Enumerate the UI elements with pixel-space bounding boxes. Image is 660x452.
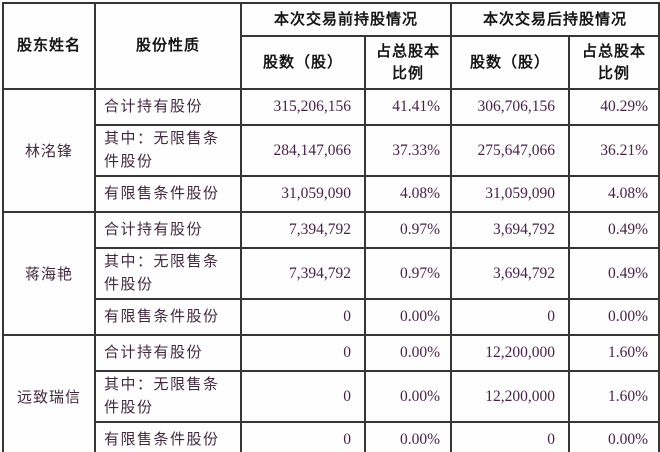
shares-after-cell: 0 [450,298,571,336]
shares-before-cell: 7,394,792 [240,247,366,300]
ratio-before-cell: 0.97% [363,211,453,249]
shares-after-cell: 306,706,156 [450,88,571,126]
ratio-before-cell: 4.08% [363,175,453,213]
ratio-before-cell: 0.97% [363,247,453,300]
ratio-after-cell: 36.21% [568,124,660,177]
ratio-after-cell: 0.49% [568,211,660,249]
shares-after-cell: 12,200,000 [450,334,571,372]
table-row: 其中：无限售条件股份 0 0.00% 12,200,000 1.60% [3,370,660,423]
shares-after-cell: 3,694,792 [450,211,571,249]
shares-before-cell: 315,206,156 [240,88,366,126]
header-shareholder-name: 股东姓名 [2,2,96,90]
shares-before-cell: 7,394,792 [240,211,366,249]
table-row: 有限售条件股份 0 0.00% 0 0.00% [3,421,660,452]
ratio-before-cell: 41.41% [363,88,453,126]
share-nature-cell: 合计持有股份 [94,334,242,372]
share-nature-cell: 合计持有股份 [94,88,242,126]
shares-before-cell: 31,059,090 [240,175,366,213]
ratio-before-cell: 37.33% [363,124,453,177]
share-nature-cell: 合计持有股份 [94,211,242,249]
ratio-after-cell: 0.49% [568,247,660,300]
share-nature-cell: 有限售条件股份 [94,175,242,213]
shares-before-cell: 0 [240,298,366,336]
shares-after-cell: 275,647,066 [450,124,571,177]
shares-after-cell: 0 [450,421,571,452]
share-nature-cell: 其中：无限售条件股份 [94,124,242,177]
shareholder-name-cell: 林洺锋 [2,88,96,213]
header-shares-after: 股数（股） [450,35,571,90]
header-ratio-after: 占总股本比例 [568,35,660,90]
share-nature-cell: 有限售条件股份 [94,298,242,336]
header-group-before-transaction: 本次交易前持股情况 [239,2,453,37]
header-ratio-before: 占总股本比例 [363,35,453,90]
header-group-after-transaction: 本次交易后持股情况 [450,2,660,37]
table-row: 其中：无限售条件股份 284,147,066 37.33% 275,647,06… [3,124,660,177]
ratio-before-cell: 0.00% [363,421,453,452]
table-row: 林洺锋 合计持有股份 315,206,156 41.41% 306,706,15… [2,88,660,213]
table-row: 有限售条件股份 0 0.00% 0 0.00% [3,298,660,336]
shares-after-cell: 3,694,792 [450,247,571,300]
shareholder-name-cell: 远致瑞信 [2,334,96,452]
shares-after-cell: 31,059,090 [450,175,571,213]
ratio-after-cell: 0.00% [568,298,660,336]
ratio-before-cell: 0.00% [363,370,453,423]
table-row: 远致瑞信 合计持有股份 0 0.00% 12,200,000 1.60% [2,334,660,452]
shares-before-cell: 284,147,066 [240,124,366,177]
shares-after-cell: 12,200,000 [450,370,571,423]
ratio-after-cell: 4.08% [568,175,660,213]
ratio-after-cell: 0.00% [568,421,660,452]
table-row: 其中：无限售条件股份 7,394,792 0.97% 3,694,792 0.4… [3,247,660,300]
header-shares-before: 股数（股） [240,35,366,90]
shareholder-name-cell: 蒋海艳 [2,211,96,336]
table-row: 有限售条件股份 31,059,090 4.08% 31,059,090 4.08… [3,175,660,213]
shares-before-cell: 0 [240,334,366,372]
table-row: 蒋海艳 合计持有股份 7,394,792 0.97% 3,694,792 0.4… [2,211,660,336]
header-share-nature: 股份性质 [94,2,242,90]
share-nature-cell: 其中：无限售条件股份 [94,247,242,300]
share-nature-cell: 其中：无限售条件股份 [94,370,242,423]
share-nature-cell: 有限售条件股份 [94,421,242,452]
ratio-after-cell: 40.29% [568,88,660,126]
shares-before-cell: 0 [240,370,366,423]
ratio-after-cell: 1.60% [568,334,660,372]
ratio-before-cell: 0.00% [363,334,453,372]
ratio-after-cell: 1.60% [568,370,660,423]
shares-before-cell: 0 [240,421,366,452]
ratio-before-cell: 0.00% [363,298,453,336]
